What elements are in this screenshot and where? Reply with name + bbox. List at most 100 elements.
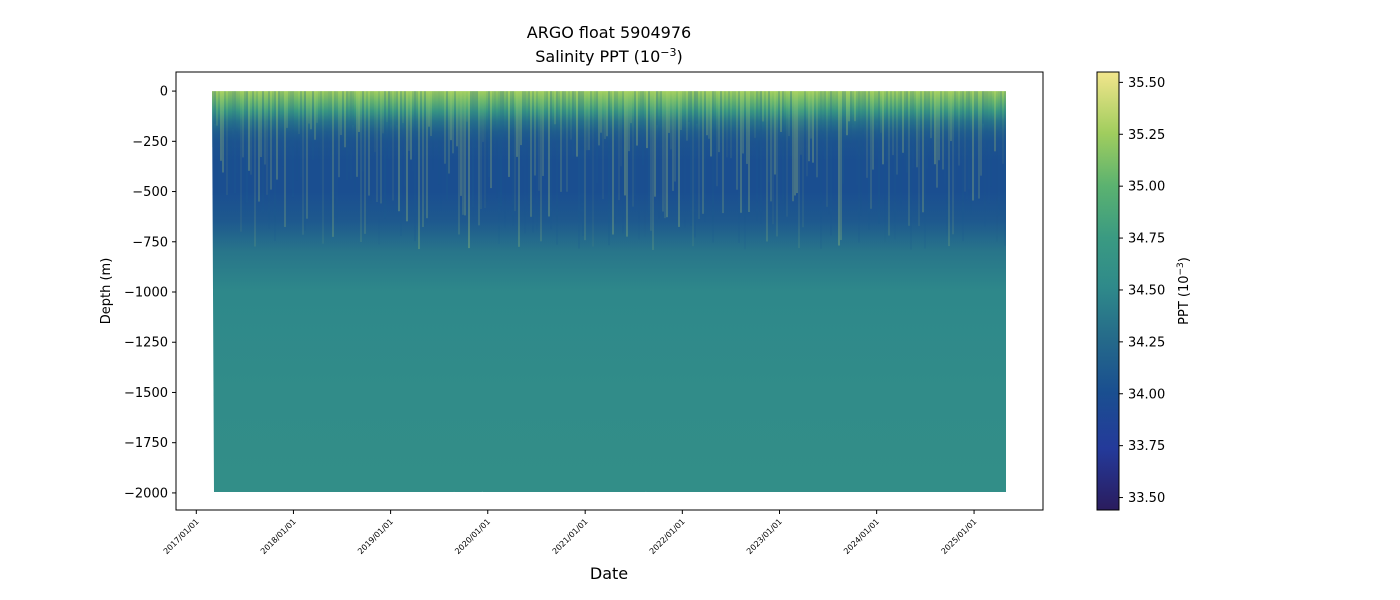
profile-streak bbox=[938, 91, 940, 161]
profile-streak bbox=[626, 91, 628, 237]
profile-streak bbox=[456, 91, 458, 147]
profile-streak bbox=[650, 91, 652, 231]
profile-streak bbox=[784, 91, 786, 215]
profile-streak bbox=[910, 91, 912, 250]
profile-streak bbox=[992, 91, 994, 152]
profile-streak bbox=[972, 91, 974, 201]
profile-streak bbox=[450, 91, 452, 141]
profile-streak bbox=[586, 91, 588, 151]
profile-streak bbox=[498, 91, 500, 244]
profile-streak bbox=[698, 91, 700, 220]
profile-streak bbox=[644, 91, 646, 237]
profile-streak bbox=[448, 91, 450, 174]
profile-streak bbox=[854, 91, 856, 122]
profile-streak bbox=[426, 91, 428, 219]
profile-streak bbox=[656, 91, 658, 126]
profile-streak bbox=[458, 91, 460, 235]
colorbar-tick-label: 34.00 bbox=[1128, 387, 1165, 402]
profile-streak bbox=[506, 91, 508, 137]
profile-streak bbox=[304, 91, 306, 231]
profile-streak bbox=[816, 91, 818, 178]
profile-streak bbox=[780, 91, 782, 132]
profile-streak bbox=[396, 91, 398, 125]
profile-streak bbox=[666, 91, 668, 218]
profile-streak bbox=[676, 91, 678, 176]
profile-streak bbox=[474, 91, 476, 149]
profile-streak bbox=[446, 91, 448, 200]
subtitle-suffix: ) bbox=[677, 47, 683, 66]
y-tick-label: −750 bbox=[132, 235, 168, 250]
profile-streak bbox=[976, 91, 978, 139]
profile-streak bbox=[490, 91, 492, 189]
profile-streak bbox=[302, 91, 304, 235]
profile-streak bbox=[688, 91, 690, 123]
profile-streak bbox=[728, 91, 730, 140]
profile-streak bbox=[704, 91, 706, 222]
profile-streak bbox=[840, 91, 842, 241]
y-tick-label: 0 bbox=[160, 85, 168, 100]
profile-streak bbox=[1002, 91, 1004, 164]
profile-streak bbox=[534, 91, 536, 176]
profile-streak bbox=[960, 91, 962, 164]
profile-streak bbox=[724, 91, 726, 157]
profile-streak bbox=[654, 91, 656, 197]
profile-streak bbox=[946, 91, 948, 236]
profile-streak bbox=[250, 91, 252, 175]
profile-streak bbox=[468, 91, 470, 249]
profile-streak bbox=[308, 91, 310, 124]
profile-streak bbox=[290, 91, 292, 189]
profile-streak bbox=[526, 91, 528, 142]
profile-streak bbox=[904, 91, 906, 167]
x-tick-label: 2017/01/01 bbox=[162, 517, 201, 556]
profile-streak bbox=[580, 91, 582, 214]
chart-title: ARGO float 5904976 bbox=[527, 23, 691, 42]
profile-streak bbox=[484, 91, 486, 209]
profile-streak bbox=[292, 91, 294, 198]
profile-streak bbox=[230, 91, 232, 188]
colorbar-tick-label: 33.75 bbox=[1128, 439, 1165, 454]
profile-streak bbox=[336, 91, 338, 223]
profile-streak bbox=[968, 91, 970, 190]
profile-streak bbox=[700, 91, 702, 188]
profile-streak bbox=[294, 91, 296, 134]
profile-streak bbox=[806, 91, 808, 177]
profile-streak bbox=[334, 91, 336, 218]
profile-streak bbox=[306, 91, 308, 219]
x-axis: 2017/01/01 2018/01/01 2019/01/01 2020/01/01… bbox=[162, 510, 979, 556]
profile-streak bbox=[412, 91, 414, 172]
profile-streak bbox=[402, 91, 404, 123]
profile-streak bbox=[986, 91, 988, 149]
profile-streak bbox=[496, 91, 498, 198]
profile-streak bbox=[702, 91, 704, 214]
profile-streak bbox=[966, 91, 968, 200]
profile-streak bbox=[226, 91, 228, 195]
y-tick-label: −1250 bbox=[124, 336, 168, 351]
profile-streak bbox=[696, 91, 698, 124]
profile-streak bbox=[514, 91, 516, 212]
profile-streak bbox=[432, 91, 434, 171]
profile-streak bbox=[604, 91, 606, 139]
salinity-field bbox=[212, 91, 1006, 492]
profile-streak bbox=[328, 91, 330, 135]
profile-streak bbox=[252, 91, 254, 139]
profile-streak bbox=[712, 91, 714, 243]
profile-streak bbox=[648, 91, 650, 215]
profile-streak bbox=[758, 91, 760, 189]
profile-streak bbox=[950, 91, 952, 142]
profile-streak bbox=[638, 91, 640, 240]
x-tick-label: 2025/01/01 bbox=[940, 517, 979, 556]
profile-streak bbox=[906, 91, 908, 173]
profile-streak bbox=[540, 91, 542, 242]
profile-streak bbox=[486, 91, 488, 202]
profile-streak bbox=[606, 91, 608, 137]
subtitle-prefix: Salinity PPT (10 bbox=[535, 47, 660, 66]
profile-streak bbox=[588, 91, 590, 151]
profile-streak bbox=[874, 91, 876, 167]
chart-subtitle: Salinity PPT (10−3) bbox=[535, 46, 683, 66]
profile-streak bbox=[842, 91, 844, 184]
profile-streak bbox=[346, 91, 348, 181]
profile-streak bbox=[678, 91, 680, 227]
profile-streak bbox=[944, 91, 946, 185]
plot-frame bbox=[175, 71, 1044, 511]
profile-streak bbox=[324, 91, 326, 132]
